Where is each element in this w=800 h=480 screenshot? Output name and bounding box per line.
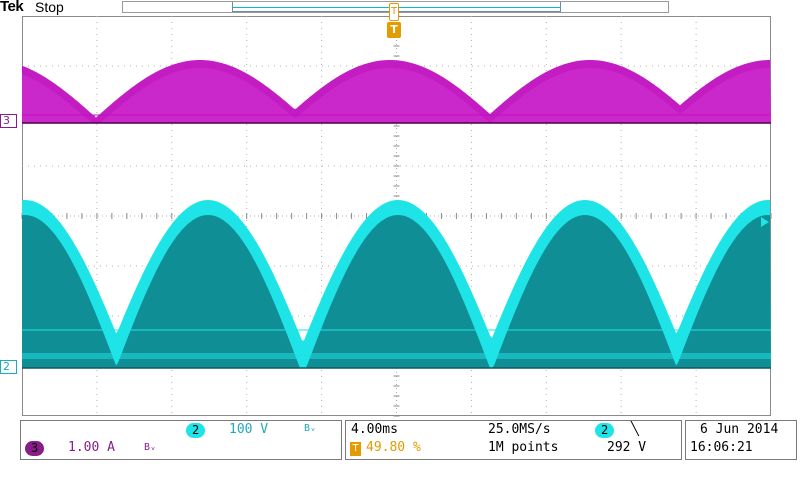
time: 16:06:21 — [690, 440, 753, 455]
sample-rate: 25.0MS/s — [488, 422, 551, 437]
datetime-panel: 6 Jun 2014 16:06:21 — [685, 420, 797, 460]
vertical-settings-panel[interactable]: 2 100 V Bᵥ 3 1.00 A Bᵥ — [20, 420, 342, 460]
trigger-position-icon: T — [350, 442, 361, 456]
ch3-marker-label: 3 — [3, 114, 10, 127]
time-per-div: 4.00ms — [351, 422, 398, 437]
trigger-slope-icon: ╲ — [631, 422, 639, 437]
ch3-bw-icon: Bᵥ — [144, 442, 157, 453]
trigger-position-marker[interactable]: T — [387, 22, 401, 38]
ch3-waveform-core — [22, 68, 771, 123]
date: 6 Jun 2014 — [700, 422, 779, 437]
ch3-badge[interactable]: 3 — [25, 441, 45, 456]
trigger-position-pointer: T — [389, 3, 399, 21]
trigger-level-arrow — [761, 217, 769, 227]
trigger-source-badge[interactable]: 2 — [595, 423, 615, 438]
trigger-position-marker-label: T — [390, 23, 398, 36]
ch2-ground-marker[interactable]: 2 — [0, 360, 17, 374]
waveform-display — [21, 15, 772, 417]
brand-logo: Tek — [0, 0, 24, 15]
trigger-position-percent: 49.80 % — [366, 440, 421, 455]
ch2-bw-icon: Bᵥ — [304, 423, 317, 434]
acquisition-status: Stop — [35, 0, 64, 15]
trigger-level: 292 V — [607, 440, 647, 455]
ch3-ground-marker[interactable]: 3 — [0, 114, 17, 128]
ch3-badge-label: 3 — [25, 441, 45, 456]
trigger-pointer-label: T — [390, 6, 398, 17]
ch3-scale: 1.00 A — [68, 440, 115, 455]
ch2-badge[interactable]: 2 — [186, 423, 206, 438]
record-length: 1M points — [488, 440, 559, 455]
horizontal-trigger-panel[interactable]: 4.00ms 25.0MS/s 2 ╲ T 49.80 % 1M points … — [345, 420, 682, 460]
trigger-position-icon-label: T — [352, 443, 359, 454]
ch2-waveform-core — [22, 215, 771, 368]
ch2-marker-label: 2 — [3, 360, 10, 373]
ch2-scale: 100 V — [229, 422, 269, 437]
trigger-source-label: 2 — [595, 423, 615, 438]
ch2-badge-label: 2 — [186, 423, 206, 438]
